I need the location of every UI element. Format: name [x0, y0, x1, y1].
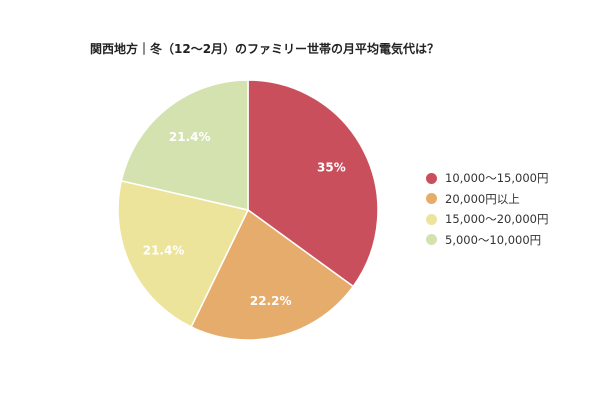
legend-label-2: 20,000円以上: [445, 191, 520, 206]
pie-slice-3: [117, 179, 250, 328]
pie-slices: [117, 79, 379, 341]
legend-item-1: 10,000〜15,000円: [426, 168, 548, 189]
legend: 10,000〜15,000円 20,000円以上 15,000〜20,000円 5,0…: [426, 168, 548, 250]
legend-item-2: 20,000円以上: [426, 189, 548, 210]
pie-slice-label-1: 35%: [317, 161, 346, 175]
legend-label-1: 10,000〜15,000円: [445, 171, 549, 186]
chart-title: 関西地方｜冬（12〜2月）のファミリー世帯の月平均電気代は？: [90, 42, 440, 56]
legend-item-4: 5,000〜10,000円: [426, 230, 548, 251]
pie-slice-label-3: 21.4%: [143, 243, 185, 257]
legend-label-4: 5,000〜10,000円: [445, 232, 542, 247]
pie-slice-2: [190, 208, 355, 341]
pie-slice-4: [120, 79, 249, 211]
legend-swatch-3: [426, 213, 437, 225]
legend-label-3: 15,000〜20,000円: [445, 212, 549, 227]
pie-slice-1: [247, 79, 379, 288]
pie-slice-label-4: 21.4%: [169, 130, 211, 144]
legend-swatch-2: [426, 193, 437, 205]
pie-slice-labels: 35% 22.2% 21.4% 21.4%: [143, 130, 346, 308]
legend-item-3: 15,000〜20,000円: [426, 209, 548, 230]
pie-slice-label-2: 22.2%: [250, 294, 292, 308]
legend-swatch-1: [426, 172, 437, 184]
legend-swatch-4: [426, 234, 437, 246]
